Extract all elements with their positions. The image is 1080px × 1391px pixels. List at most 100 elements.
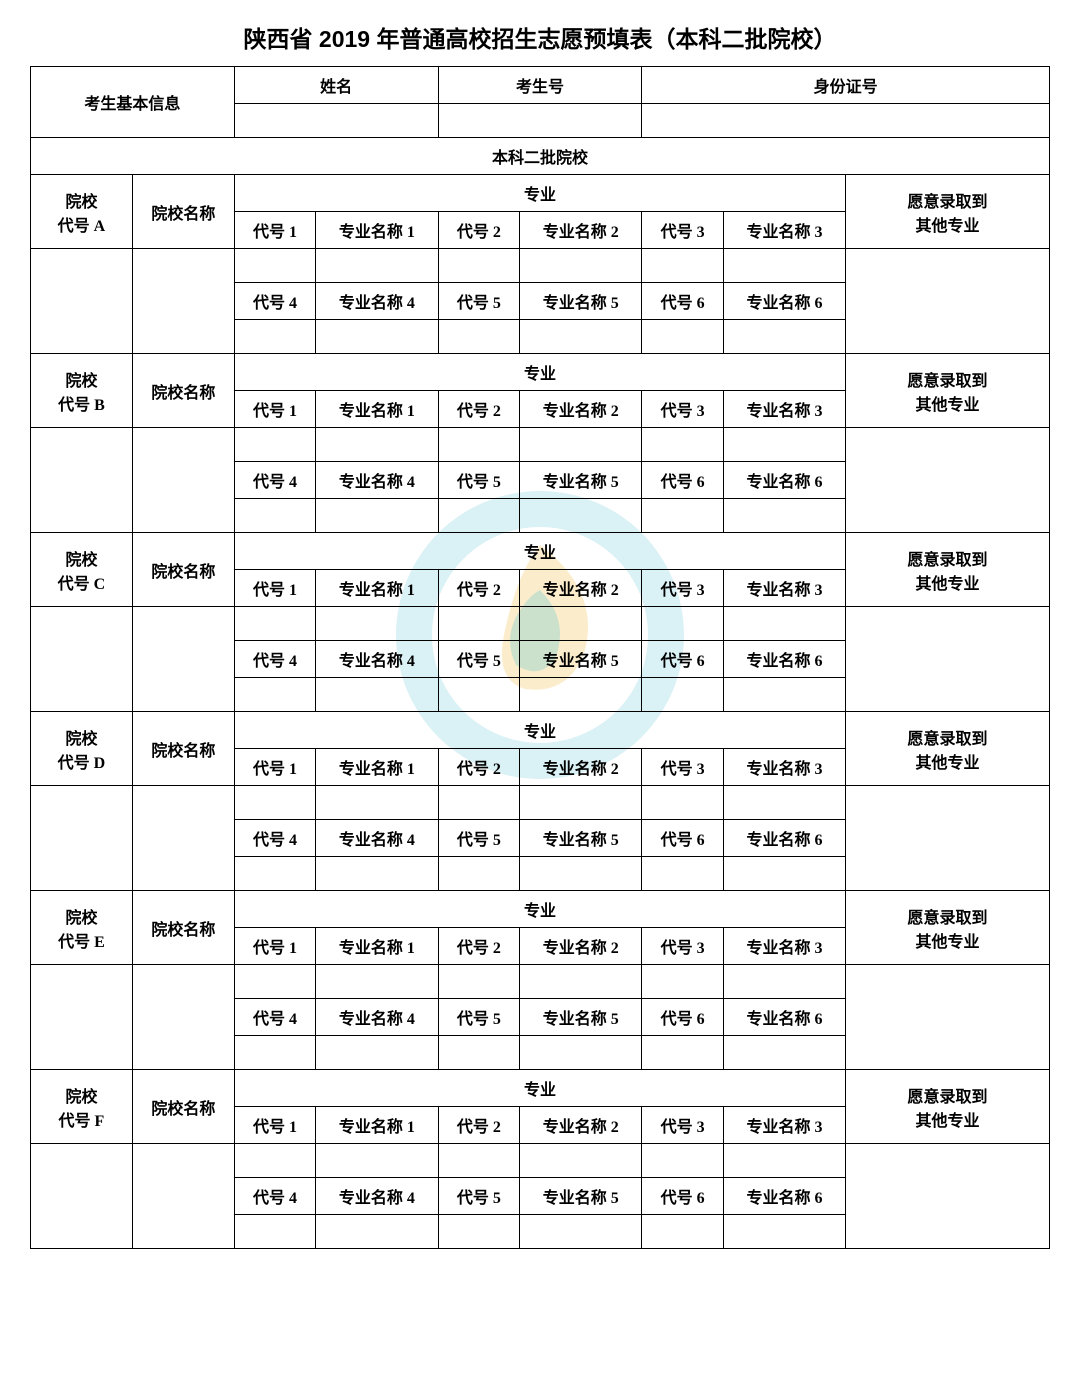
major2-input[interactable]: [520, 428, 642, 462]
input-exam-no[interactable]: [438, 104, 642, 138]
school-name-input[interactable]: [132, 786, 234, 891]
code1-input[interactable]: [234, 786, 316, 820]
code4-input[interactable]: [234, 499, 316, 533]
school-code-input[interactable]: [31, 965, 133, 1070]
major4-input[interactable]: [316, 499, 438, 533]
code1-input[interactable]: [234, 965, 316, 999]
code2-input[interactable]: [438, 607, 520, 641]
code6-input[interactable]: [642, 320, 724, 354]
major6-input[interactable]: [723, 1036, 845, 1070]
code1-input[interactable]: [234, 249, 316, 283]
major5-input[interactable]: [520, 857, 642, 891]
major3-input[interactable]: [723, 965, 845, 999]
input-name[interactable]: [234, 104, 438, 138]
major6-input[interactable]: [723, 1215, 845, 1249]
code5-input[interactable]: [438, 499, 520, 533]
code3-input[interactable]: [642, 786, 724, 820]
code3-input[interactable]: [642, 428, 724, 462]
major1-input[interactable]: [316, 428, 438, 462]
school-code-input[interactable]: [31, 1144, 133, 1249]
school-name-input[interactable]: [132, 1144, 234, 1249]
school-name-label: 院校名称: [132, 175, 234, 249]
major4-input[interactable]: [316, 1215, 438, 1249]
major5-input[interactable]: [520, 1215, 642, 1249]
code5-input[interactable]: [438, 678, 520, 712]
major3-input[interactable]: [723, 249, 845, 283]
code6-input[interactable]: [642, 857, 724, 891]
code6-input[interactable]: [642, 1215, 724, 1249]
school-name-input[interactable]: [132, 249, 234, 354]
major3-input[interactable]: [723, 1144, 845, 1178]
code1-input[interactable]: [234, 607, 316, 641]
code4-input[interactable]: [234, 1036, 316, 1070]
major3-input[interactable]: [723, 607, 845, 641]
major3-input[interactable]: [723, 428, 845, 462]
major2-input[interactable]: [520, 786, 642, 820]
school-name-input[interactable]: [132, 607, 234, 712]
major5-input[interactable]: [520, 320, 642, 354]
code6-input[interactable]: [642, 678, 724, 712]
code4-input[interactable]: [234, 320, 316, 354]
code2-input[interactable]: [438, 786, 520, 820]
accept-other-input[interactable]: [846, 965, 1050, 1070]
school-code-input[interactable]: [31, 607, 133, 712]
school-code-input[interactable]: [31, 786, 133, 891]
school-code-input[interactable]: [31, 428, 133, 533]
code6-input[interactable]: [642, 1036, 724, 1070]
major1-input[interactable]: [316, 1144, 438, 1178]
accept-other-input[interactable]: [846, 428, 1050, 533]
code3-input[interactable]: [642, 249, 724, 283]
major4-input[interactable]: [316, 678, 438, 712]
school-code-input[interactable]: [31, 249, 133, 354]
code1-input[interactable]: [234, 428, 316, 462]
code3-input[interactable]: [642, 965, 724, 999]
major3-input[interactable]: [723, 786, 845, 820]
major1-input[interactable]: [316, 249, 438, 283]
major1-input[interactable]: [316, 607, 438, 641]
major5-input[interactable]: [520, 678, 642, 712]
major6-input[interactable]: [723, 678, 845, 712]
code3-input[interactable]: [642, 1144, 724, 1178]
school-name-input[interactable]: [132, 965, 234, 1070]
code2-input[interactable]: [438, 965, 520, 999]
major2-input[interactable]: [520, 607, 642, 641]
code3-input[interactable]: [642, 607, 724, 641]
code5-input[interactable]: [438, 1036, 520, 1070]
input-id-no[interactable]: [642, 104, 1050, 138]
code5-label: 代号 5: [438, 999, 520, 1036]
code4-input[interactable]: [234, 857, 316, 891]
major4-input[interactable]: [316, 320, 438, 354]
code4-label: 代号 4: [234, 999, 316, 1036]
major6-input[interactable]: [723, 499, 845, 533]
code5-input[interactable]: [438, 1215, 520, 1249]
major4-input[interactable]: [316, 1036, 438, 1070]
code4-label: 代号 4: [234, 1178, 316, 1215]
accept-other-input[interactable]: [846, 1144, 1050, 1249]
code6-input[interactable]: [642, 499, 724, 533]
code5-input[interactable]: [438, 320, 520, 354]
code3-label: 代号 3: [642, 212, 724, 249]
code2-input[interactable]: [438, 1144, 520, 1178]
accept-other-input[interactable]: [846, 786, 1050, 891]
school-name-input[interactable]: [132, 428, 234, 533]
code1-input[interactable]: [234, 1144, 316, 1178]
major2-input[interactable]: [520, 249, 642, 283]
code4-input[interactable]: [234, 1215, 316, 1249]
code2-input[interactable]: [438, 428, 520, 462]
major5-input[interactable]: [520, 1036, 642, 1070]
major5-input[interactable]: [520, 499, 642, 533]
code2-input[interactable]: [438, 249, 520, 283]
school-name-label: 院校名称: [132, 891, 234, 965]
major2-input[interactable]: [520, 1144, 642, 1178]
major6-input[interactable]: [723, 320, 845, 354]
code4-input[interactable]: [234, 678, 316, 712]
code6-label: 代号 6: [642, 462, 724, 499]
major6-input[interactable]: [723, 857, 845, 891]
accept-other-input[interactable]: [846, 249, 1050, 354]
major2-input[interactable]: [520, 965, 642, 999]
code5-input[interactable]: [438, 857, 520, 891]
major1-input[interactable]: [316, 965, 438, 999]
major1-input[interactable]: [316, 786, 438, 820]
accept-other-input[interactable]: [846, 607, 1050, 712]
major4-input[interactable]: [316, 857, 438, 891]
